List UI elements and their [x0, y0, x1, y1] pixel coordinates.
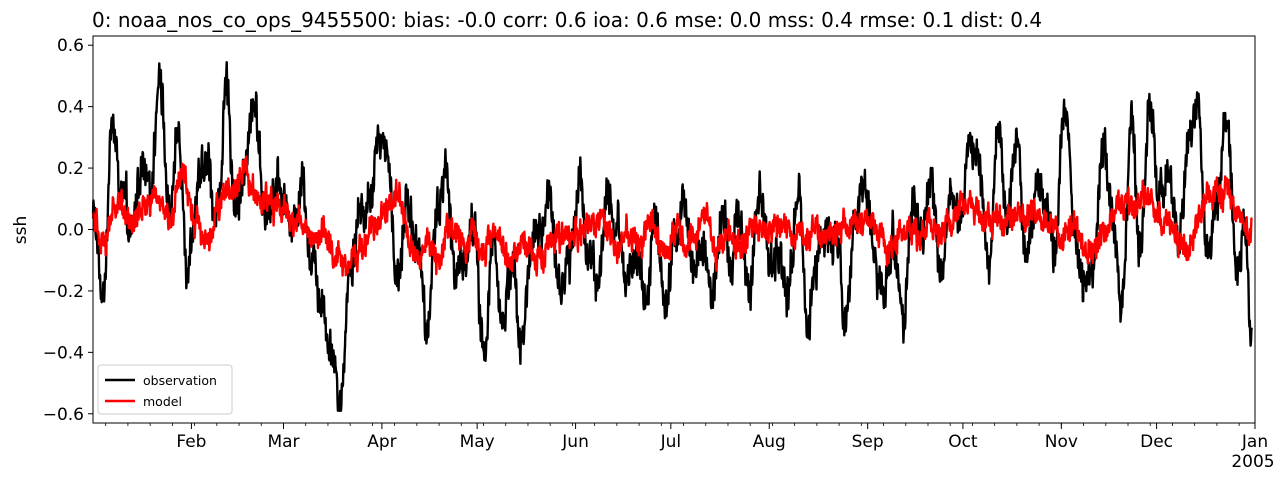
x-tick-label: Mar [267, 432, 299, 452]
y-tick-label: 0.4 [57, 98, 84, 118]
x-tick-label: Jun [561, 432, 589, 452]
x-tick-label: Sep [852, 432, 884, 452]
legend-label-model: model [143, 394, 182, 409]
y-tick-label: 0.2 [57, 159, 84, 179]
series-layer [91, 61, 1253, 412]
x-tick-label: Jan [1241, 432, 1268, 452]
x-axis: Feb Mar Apr May Jun Jul Aug Sep Oct Nov Dec Jan [105, 423, 1268, 452]
y-axis-label: ssh [11, 216, 31, 245]
series-line-model [91, 155, 1253, 277]
x-tick-label: Apr [367, 432, 396, 452]
x-tick-label: Oct [948, 432, 978, 452]
x-tick-label: Jul [660, 432, 682, 452]
legend: observation model [97, 364, 233, 415]
y-axis: −0.6 −0.4 −0.2 0.0 0.2 0.4 0.6 [43, 36, 93, 425]
chart-title: 0: noaa_nos_co_ops_9455500: bias: -0.0 c… [92, 8, 1042, 32]
y-tick-label: −0.4 [43, 343, 84, 363]
x-tick-label: May [460, 432, 495, 452]
x-tick-label: Dec [1140, 432, 1173, 452]
y-tick-label: 0.6 [57, 36, 84, 56]
legend-label-observation: observation [143, 373, 217, 388]
x-year-label: 2005 [1231, 452, 1274, 472]
y-tick-label: 0.0 [57, 221, 84, 241]
x-tick-label: Aug [753, 432, 786, 452]
y-tick-label: −0.6 [43, 405, 84, 425]
y-tick-label: −0.2 [43, 282, 84, 302]
x-tick-label: Feb [176, 432, 206, 452]
x-tick-label: Nov [1045, 432, 1078, 452]
